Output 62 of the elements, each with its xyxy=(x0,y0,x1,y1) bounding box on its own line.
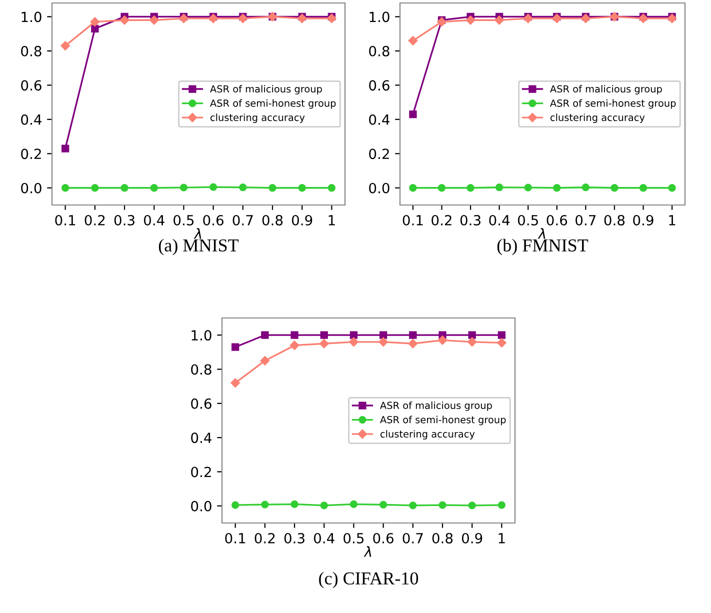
y-tick-label: 0.4 xyxy=(21,114,42,125)
x-tick-label: 0.8 xyxy=(604,214,625,226)
text: (b) FMNIST xyxy=(497,238,588,256)
legend-label: clustering accuracy xyxy=(550,114,645,123)
legend-label: ASR of semi-honest group xyxy=(550,99,676,109)
x-tick-label: 0.1 xyxy=(55,214,76,226)
x-axis-title: λ xyxy=(364,546,372,557)
legend-label: ASR of malicious group xyxy=(380,402,492,411)
x-tick-label: 1 xyxy=(669,215,676,226)
x-tick-label: 0.7 xyxy=(576,214,596,226)
x-tick-label: 0.9 xyxy=(292,214,312,226)
x-tick-label: 0.2 xyxy=(254,532,275,544)
x-tick-label: 0.9 xyxy=(633,214,654,226)
y-tick-label: 0.4 xyxy=(369,114,390,125)
legend-label: ASR of malicious group xyxy=(210,85,322,94)
x-axis-title: λ xyxy=(194,228,202,239)
y-tick-label: 0.6 xyxy=(369,80,390,91)
x-tick-label: 0.6 xyxy=(203,214,224,226)
x-tick-label: 1 xyxy=(498,533,505,544)
legend-label: ASR of semi-honest group xyxy=(380,416,506,426)
x-tick-label: 0.4 xyxy=(144,214,164,226)
x-tick-label: 0.1 xyxy=(402,214,423,226)
x-axis-title: λ xyxy=(538,228,546,239)
x-tick-label: 0.3 xyxy=(284,532,304,544)
y-tick-label: 0.0 xyxy=(21,182,42,194)
x-tick-label: 0.2 xyxy=(84,214,105,226)
y-tick-label: 0.8 xyxy=(191,364,212,375)
x-tick-label: 0.7 xyxy=(402,532,423,544)
y-tick-label: 0.2 xyxy=(369,148,389,160)
x-tick-label: 0.4 xyxy=(314,532,334,544)
y-tick-label: 0.2 xyxy=(21,148,41,160)
y-tick-label: 0.6 xyxy=(21,80,42,91)
x-tick-label: 1 xyxy=(328,215,335,226)
text: (a) MNIST xyxy=(158,238,239,256)
y-tick-label: 0.2 xyxy=(191,466,211,478)
x-tick-label: 0.8 xyxy=(432,532,453,544)
y-tick-label: 0.8 xyxy=(21,46,42,56)
x-tick-label: 0.9 xyxy=(462,532,482,544)
legend-label: clustering accuracy xyxy=(210,114,305,123)
legend-label: clustering accuracy xyxy=(380,430,475,440)
x-tick-label: 0.5 xyxy=(174,214,194,226)
x-tick-label: 0.4 xyxy=(489,214,510,226)
y-tick-label: 0.6 xyxy=(191,398,212,409)
y-tick-label: 0.0 xyxy=(369,182,390,194)
y-tick-label: 1.0 xyxy=(192,330,212,341)
y-tick-label: 0.4 xyxy=(191,432,212,444)
y-tick-label: 1.0 xyxy=(22,12,42,22)
legend-label: ASR of malicious group xyxy=(550,85,662,94)
text: (c) CIFAR-10 xyxy=(319,572,418,588)
x-tick-label: 0.3 xyxy=(114,214,134,226)
legend-label: ASR of semi-honest group xyxy=(210,99,336,109)
x-tick-label: 0.6 xyxy=(546,214,568,226)
x-tick-label: 0.1 xyxy=(225,532,246,544)
x-tick-label: 0.5 xyxy=(344,532,364,544)
x-tick-label: 0.2 xyxy=(432,214,452,226)
x-tick-label: 0.5 xyxy=(518,214,538,226)
y-tick-label: 0.0 xyxy=(191,500,212,512)
x-tick-label: 0.8 xyxy=(262,214,283,226)
x-tick-label: 0.7 xyxy=(232,214,253,226)
y-tick-label: 0.8 xyxy=(369,46,390,56)
x-tick-label: 0.3 xyxy=(460,214,480,226)
y-tick-label: 1.0 xyxy=(370,12,390,22)
